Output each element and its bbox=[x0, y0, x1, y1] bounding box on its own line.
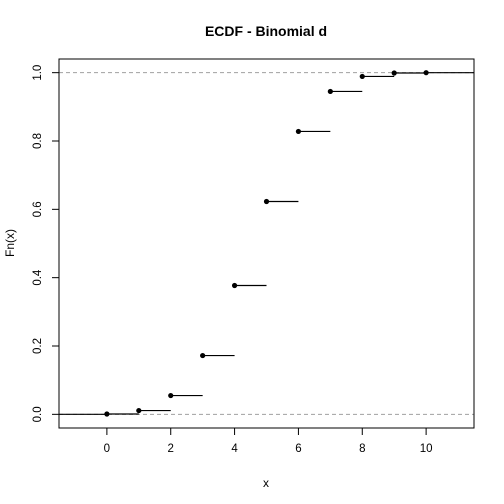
data-point bbox=[296, 129, 301, 134]
x-tick-label: 8 bbox=[359, 443, 365, 455]
y-tick-label: 0.4 bbox=[32, 269, 44, 286]
data-point bbox=[264, 199, 269, 204]
y-tick-label: 1.0 bbox=[32, 65, 44, 81]
x-axis: 0 2 4 6 8 10 bbox=[104, 428, 433, 455]
y-axis-label: Fn(x) bbox=[3, 229, 17, 257]
data-point bbox=[200, 353, 205, 358]
data-point bbox=[136, 408, 141, 413]
y-tick-label: 0.0 bbox=[32, 406, 44, 422]
chart-title: ECDF - Binomial d bbox=[205, 23, 327, 39]
y-axis: 0.0 0.2 0.4 0.6 0.8 1.0 bbox=[32, 65, 59, 423]
x-tick-label: 10 bbox=[420, 443, 433, 455]
x-axis-label: x bbox=[263, 476, 269, 490]
y-tick-label: 0.2 bbox=[32, 338, 44, 354]
data-point bbox=[104, 411, 109, 416]
data-point bbox=[392, 70, 397, 75]
data-point bbox=[232, 283, 237, 288]
reference-lines bbox=[59, 73, 474, 415]
data-point bbox=[168, 393, 173, 398]
x-tick-label: 4 bbox=[231, 443, 238, 455]
data-point bbox=[424, 70, 429, 75]
x-tick-label: 6 bbox=[295, 443, 301, 455]
data-point bbox=[360, 74, 365, 79]
step-points bbox=[104, 70, 428, 417]
y-tick-label: 0.8 bbox=[32, 133, 44, 149]
x-tick-label: 0 bbox=[104, 443, 110, 455]
plot-frame bbox=[59, 59, 474, 428]
step-segments bbox=[59, 73, 474, 415]
x-tick-label: 2 bbox=[168, 443, 174, 455]
y-tick-label: 0.6 bbox=[32, 201, 44, 217]
data-point bbox=[328, 89, 333, 94]
